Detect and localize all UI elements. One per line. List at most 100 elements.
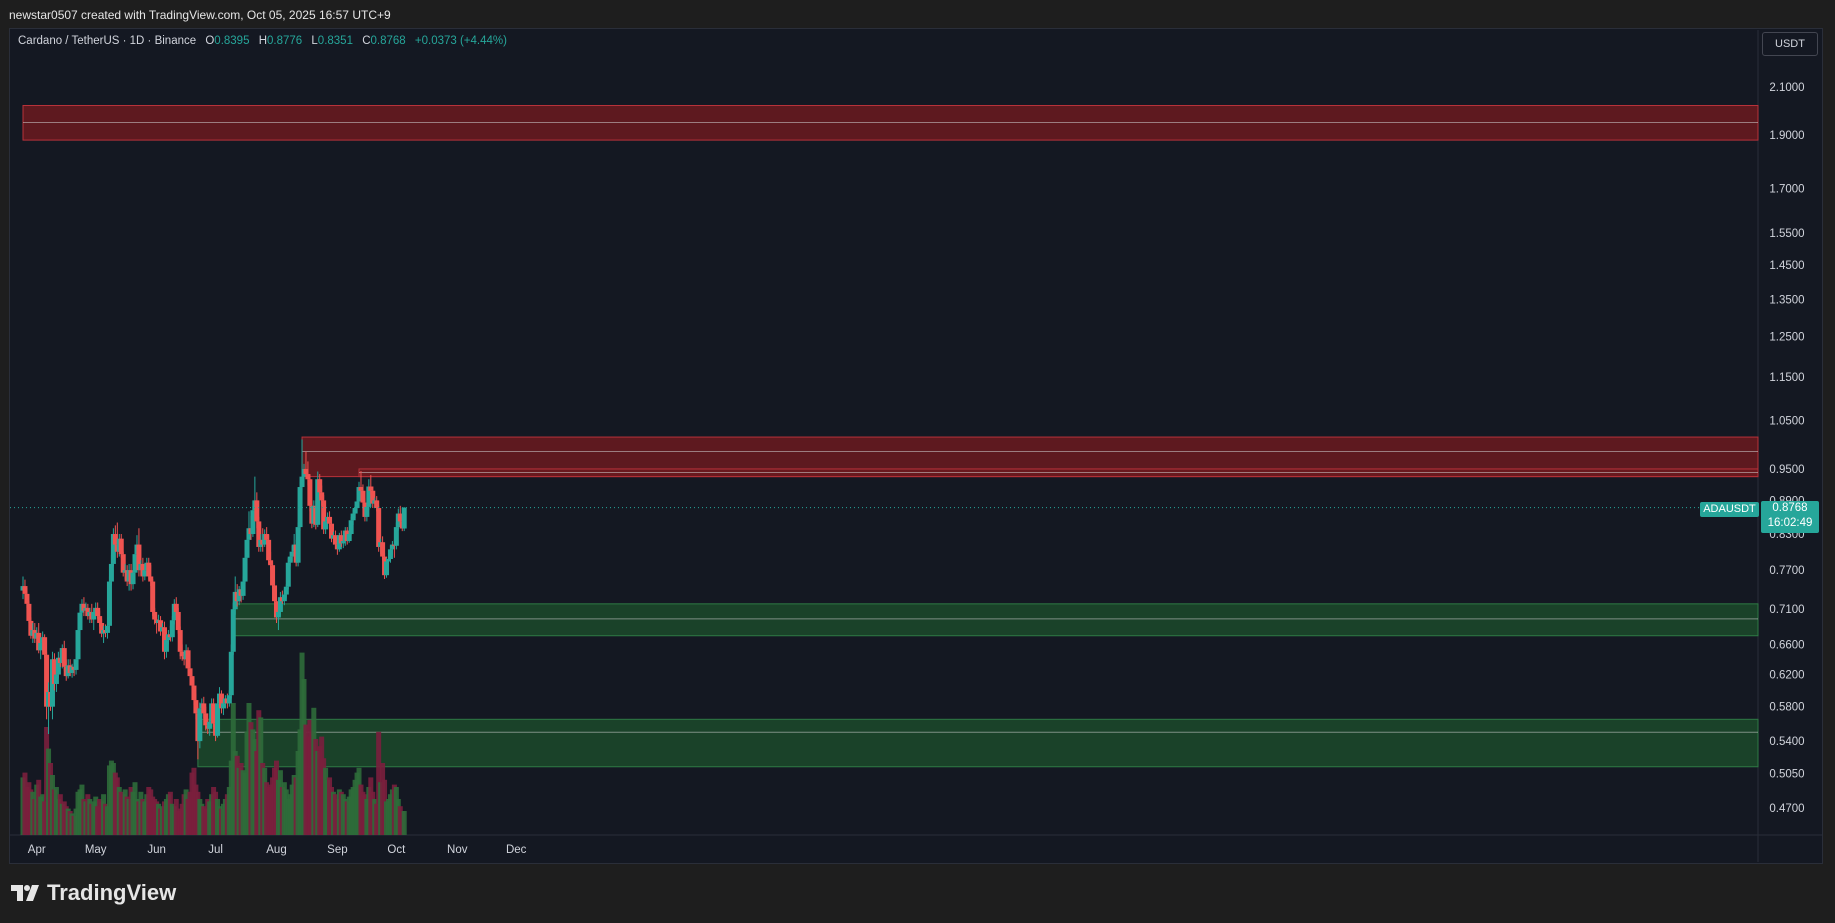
candle-body	[42, 637, 48, 655]
candle-body	[179, 651, 185, 657]
candle-body	[329, 523, 335, 539]
candle-body	[275, 611, 281, 618]
demand-zone-4	[197, 718, 1759, 768]
candle-body	[191, 685, 197, 701]
x-tick-label: Oct	[387, 844, 406, 856]
candle-body	[358, 487, 364, 491]
candle-body	[106, 581, 112, 626]
x-tick-label: Apr	[28, 844, 46, 856]
candle-body	[36, 632, 42, 651]
candle-body	[169, 620, 175, 638]
y-tick-label: 1.5500	[1769, 228, 1804, 240]
candle-body	[385, 559, 391, 562]
candle-body	[53, 674, 59, 684]
candle-body	[374, 500, 380, 509]
candle-body	[244, 539, 250, 558]
y-tick-label: 0.7700	[1769, 565, 1804, 577]
candle-body	[81, 603, 87, 611]
candle-body	[22, 586, 28, 594]
y-tick-label: 0.4700	[1769, 803, 1804, 815]
bar-countdown: 16:02:49	[1767, 517, 1813, 529]
candle-body	[173, 603, 179, 612]
candle-body	[218, 693, 224, 709]
candle-body	[368, 486, 374, 491]
candle-body	[44, 654, 50, 707]
candle-body	[332, 535, 338, 545]
candle-body	[281, 594, 287, 602]
y-tick-label: 1.2500	[1769, 332, 1804, 344]
last-price-symbol-tag: ADAUSDT	[1700, 502, 1759, 517]
legend-low-label: L	[311, 35, 318, 47]
candle-body	[354, 501, 360, 509]
candle-body	[256, 521, 262, 547]
y-tick-label: 0.5800	[1769, 702, 1804, 714]
candle-body	[364, 506, 370, 517]
candle-body	[26, 603, 32, 621]
brand-name: TradingView	[47, 880, 177, 905]
candle-body	[150, 581, 156, 612]
candle-body	[165, 634, 171, 641]
candle-body	[299, 476, 305, 488]
candle-body	[77, 612, 83, 631]
candle-body	[242, 557, 248, 582]
watermark-text: newstar0507 created with TradingView.com…	[9, 8, 391, 22]
brand-logo[interactable]: TradingView	[11, 878, 176, 908]
candle-body	[28, 620, 34, 636]
candle-body	[254, 500, 260, 522]
candle-body	[264, 534, 270, 540]
x-tick-label: Aug	[266, 844, 286, 856]
symbol-legend: Cardano / TetherUS · 1D · Binance O0.839…	[18, 35, 507, 47]
candle-body	[250, 510, 256, 535]
legend-high-label: H	[258, 35, 267, 47]
last-price-value: 0.8768	[1772, 502, 1808, 514]
candle-body	[348, 520, 354, 535]
candle-body	[201, 703, 207, 714]
candle-body	[352, 508, 358, 514]
candle-body	[266, 539, 272, 561]
candle-body	[323, 521, 329, 530]
y-tick-label: 1.7000	[1769, 184, 1804, 196]
candle-body	[380, 542, 386, 557]
candle-body	[97, 616, 103, 624]
candle-body	[401, 507, 407, 529]
y-tick-label: 1.1500	[1769, 372, 1804, 384]
candle-body	[285, 562, 291, 587]
candle-body	[187, 668, 193, 677]
candle-body	[277, 597, 283, 612]
candle-body	[152, 611, 158, 620]
candle-body	[350, 513, 356, 521]
candle-body	[91, 611, 97, 620]
tradingview-logo-icon	[11, 885, 39, 901]
candle-body	[146, 562, 152, 577]
legend-close-label: C	[362, 35, 371, 47]
candle-body	[230, 609, 236, 652]
legend-low-value: 0.8351	[317, 35, 353, 47]
candle-body	[99, 623, 105, 634]
x-tick-label: Nov	[447, 844, 468, 856]
candle-body	[197, 708, 203, 742]
candle-body	[389, 544, 395, 550]
candle-body	[177, 630, 183, 652]
candle-body	[360, 490, 366, 503]
y-tick-label: 1.0500	[1769, 416, 1804, 428]
candle-body	[120, 554, 126, 573]
y-tick-label: 2.1000	[1769, 82, 1804, 94]
y-tick-label: 1.4500	[1769, 260, 1804, 272]
candle-body	[376, 508, 382, 547]
candle-body	[273, 601, 279, 618]
candle-body	[287, 556, 293, 563]
candle-body	[240, 581, 246, 596]
top-bar: newstar0507 created with TradingView.com…	[0, 0, 1835, 28]
currency-button[interactable]: USDT	[1762, 32, 1818, 56]
y-tick-label: 0.5400	[1769, 736, 1804, 748]
y-tick-label: 0.6200	[1769, 670, 1804, 682]
legend-open-label: O	[205, 35, 215, 47]
candle-body	[51, 659, 57, 684]
candle-body	[73, 659, 79, 670]
legend-high-value: 0.8776	[267, 35, 303, 47]
x-tick-label: May	[85, 844, 107, 856]
candle-body	[315, 479, 321, 525]
volume-bar	[401, 811, 407, 835]
candle-body	[112, 534, 118, 545]
